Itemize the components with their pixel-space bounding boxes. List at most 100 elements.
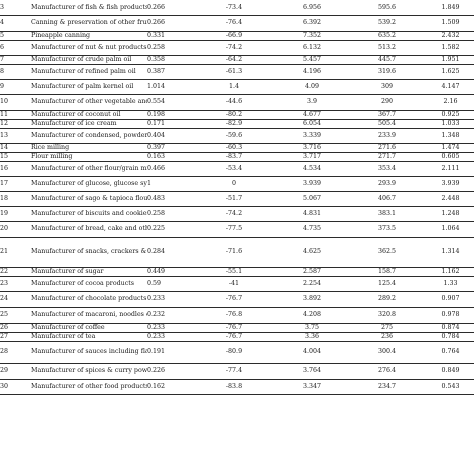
- value-col-3: 3.339: [274, 128, 350, 143]
- row-number: 14: [0, 143, 31, 152]
- value-col-5: 0.543: [424, 379, 474, 394]
- value-col-2: 0: [194, 176, 274, 191]
- row-number: 13: [0, 128, 31, 143]
- value-col-2: -73.4: [194, 0, 274, 15]
- value-col-5: 1.625: [424, 64, 474, 79]
- value-col-3: 4.09: [274, 79, 350, 94]
- value-col-5: 2.16: [424, 94, 474, 110]
- value-col-2: -74.2: [194, 206, 274, 221]
- table-row: 6 Manufacturer of nut & nut products 0.258…: [0, 40, 474, 55]
- value-col-1: 0.163: [147, 152, 194, 161]
- value-col-3: 4.004: [274, 341, 350, 363]
- value-col-5: 3.939: [424, 176, 474, 191]
- value-col-4: 233.9: [350, 128, 424, 143]
- value-col-4: 445.7: [350, 55, 424, 64]
- value-col-2: -80.9: [194, 341, 274, 363]
- row-number: 23: [0, 276, 31, 291]
- row-number: 16: [0, 161, 31, 176]
- row-number: 17: [0, 176, 31, 191]
- value-col-3: 3.764: [274, 363, 350, 379]
- table-row: 26 Manufacturer of coffee 0.233 -76.7 3.75 27…: [0, 323, 474, 332]
- table-body: 3 Manufacturer of fish & fish products 0.2…: [0, 0, 474, 394]
- value-col-4: 406.7: [350, 191, 424, 206]
- value-col-3: 3.347: [274, 379, 350, 394]
- row-number: 26: [0, 323, 31, 332]
- table-row: 29 Manufacturer of spices & curry powder 0…: [0, 363, 474, 379]
- industry-name: Flour milling: [31, 152, 147, 161]
- row-number: 7: [0, 55, 31, 64]
- industry-name: Manufacturer of spices & curry powder: [31, 363, 147, 379]
- value-col-4: 300.4: [350, 341, 424, 363]
- value-col-4: 635.2: [350, 31, 424, 40]
- row-number: 6: [0, 40, 31, 55]
- industry-name: Manufacturer of bread, cake and other ba…: [31, 221, 147, 237]
- table-row: 9 Manufacturer of palm kernel oil 1.014 1.4…: [0, 79, 474, 94]
- value-col-4: 158.7: [350, 267, 424, 276]
- value-col-4: 320.8: [350, 307, 424, 323]
- row-number: 15: [0, 152, 31, 161]
- value-col-4: 271.7: [350, 152, 424, 161]
- value-col-1: 0.232: [147, 307, 194, 323]
- value-col-5: 1.582: [424, 40, 474, 55]
- value-col-2: -59.6: [194, 128, 274, 143]
- value-col-3: 4.208: [274, 307, 350, 323]
- value-col-4: 362.5: [350, 237, 424, 267]
- value-col-3: 3.939: [274, 176, 350, 191]
- value-col-4: 289.2: [350, 291, 424, 307]
- value-col-1: 0.483: [147, 191, 194, 206]
- value-col-5: 1.474: [424, 143, 474, 152]
- industry-name: Manufacturer of coffee: [31, 323, 147, 332]
- value-col-2: -80.2: [194, 110, 274, 119]
- industry-name: Manufacturer of macaroni, noodles & simi…: [31, 307, 147, 323]
- row-number: 28: [0, 341, 31, 363]
- table-row: 3 Manufacturer of fish & fish products 0.2…: [0, 0, 474, 15]
- industry-name: Manufacturer of crude palm oil: [31, 55, 147, 64]
- value-col-2: -66.9: [194, 31, 274, 40]
- industry-name: Canning & preservation of other fruits &…: [31, 15, 147, 31]
- value-col-4: 595.6: [350, 0, 424, 15]
- industry-name: Manufacturer of palm kernel oil: [31, 79, 147, 94]
- industry-name: Manufacturer of ice cream: [31, 119, 147, 128]
- industry-name: Manufacturer of snacks, crackers & chips…: [31, 237, 147, 267]
- value-col-3: 7.352: [274, 31, 350, 40]
- table-row: 19 Manufacturer of biscuits and cookies 0.…: [0, 206, 474, 221]
- value-col-5: 4.147: [424, 79, 474, 94]
- value-col-4: 236: [350, 332, 424, 341]
- row-number: 22: [0, 267, 31, 276]
- value-col-4: 383.1: [350, 206, 424, 221]
- value-col-4: 513.2: [350, 40, 424, 55]
- row-number: 20: [0, 221, 31, 237]
- row-number: 9: [0, 79, 31, 94]
- value-col-4: 539.2: [350, 15, 424, 31]
- value-col-1: 0.59: [147, 276, 194, 291]
- value-col-4: 234.7: [350, 379, 424, 394]
- value-col-2: -76.8: [194, 307, 274, 323]
- value-col-1: 0.404: [147, 128, 194, 143]
- value-col-1: 0.331: [147, 31, 194, 40]
- value-col-5: 1.064: [424, 221, 474, 237]
- value-col-1: 0.233: [147, 291, 194, 307]
- value-col-2: -71.6: [194, 237, 274, 267]
- value-col-3: 3.716: [274, 143, 350, 152]
- value-col-1: 0.225: [147, 221, 194, 237]
- table-row: 30 Manufacturer of other food products 0.1…: [0, 379, 474, 394]
- value-col-2: -51.7: [194, 191, 274, 206]
- value-col-5: 1.033: [424, 119, 474, 128]
- table-row: 8 Manufacturer of refined palm oil 0.387 -6…: [0, 64, 474, 79]
- value-col-2: 1.4: [194, 79, 274, 94]
- value-col-5: 0.874: [424, 323, 474, 332]
- value-col-5: 2.111: [424, 161, 474, 176]
- industry-name: Manufacturer of biscuits and cookies: [31, 206, 147, 221]
- value-col-2: -76.4: [194, 15, 274, 31]
- value-col-5: 1.248: [424, 206, 474, 221]
- value-col-2: -76.7: [194, 291, 274, 307]
- value-col-3: 5.067: [274, 191, 350, 206]
- value-col-4: 293.9: [350, 176, 424, 191]
- value-col-1: 0.449: [147, 267, 194, 276]
- industry-name: Manufacturer of other flour/grain mill p…: [31, 161, 147, 176]
- table-row: 22 Manufacturer of sugar 0.449 -55.1 2.587 15…: [0, 267, 474, 276]
